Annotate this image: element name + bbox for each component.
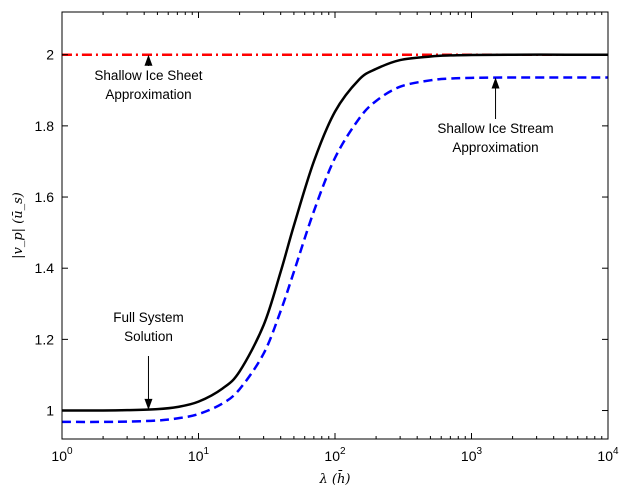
- x-tick-label: 103: [461, 446, 483, 464]
- annotation-text: Solution: [124, 329, 173, 344]
- series-line-solid: [62, 53, 608, 412]
- annotation-text: Full System: [113, 310, 184, 325]
- y-tick-label: 1.8: [35, 118, 55, 134]
- annotation: Shallow Ice Stream Approximation: [437, 77, 554, 155]
- x-tick-label: 100: [51, 446, 73, 464]
- y-tick-label: 1.4: [35, 260, 55, 276]
- x-tick-label: 104: [597, 446, 619, 464]
- ticks: 100 101 102 103 104 1 1.2 1.4 1.6 1.8 2: [35, 12, 619, 464]
- plot-lines: [62, 53, 608, 424]
- arrowhead: [144, 54, 153, 66]
- annotation-text: Approximation: [105, 87, 191, 102]
- y-tick-label: 1.2: [35, 331, 55, 347]
- y-tick-label: 2: [46, 47, 54, 63]
- annotation-text: Shallow Ice Sheet: [94, 68, 202, 83]
- y-tick-label: 1.6: [35, 189, 55, 205]
- y-axis-label: |v_p| (ū_s): [11, 192, 26, 259]
- annotation: Shallow Ice Sheet Approximation: [94, 54, 203, 102]
- series-line-dashed: [62, 76, 608, 424]
- y-tick-label: 1: [46, 403, 54, 419]
- annotation: Full System Solution: [113, 310, 184, 410]
- arrowhead: [144, 398, 153, 410]
- x-tick-label: 101: [188, 446, 210, 464]
- x-tick-label: 102: [324, 446, 346, 464]
- annotation-text: Approximation: [452, 140, 538, 155]
- annotation-text: Shallow Ice Stream: [437, 121, 553, 136]
- arrowhead: [491, 77, 500, 89]
- x-axis-label: λ (h̄): [319, 470, 351, 487]
